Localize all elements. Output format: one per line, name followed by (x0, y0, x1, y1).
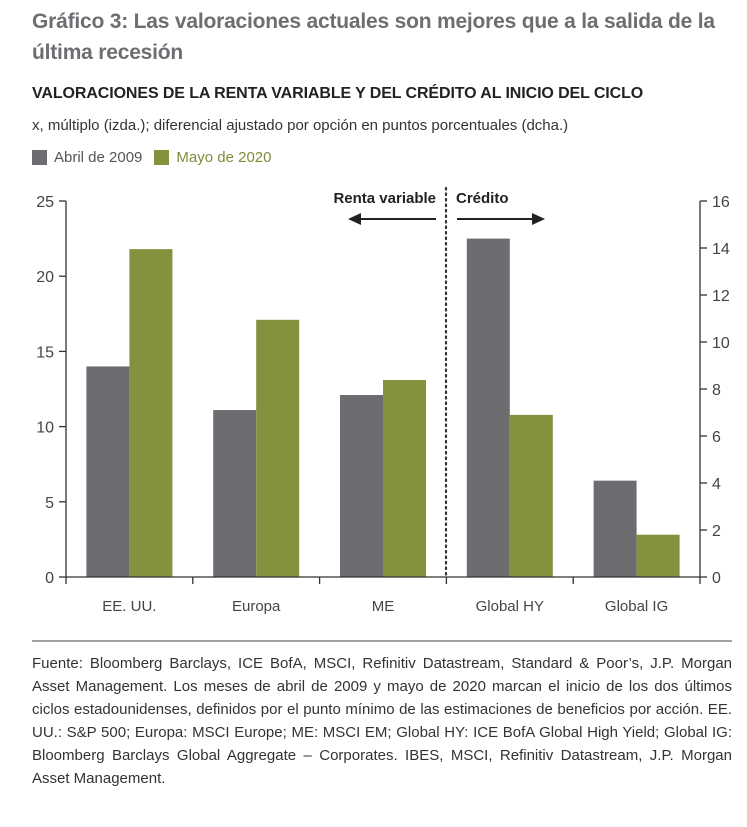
bar-2009 (593, 480, 637, 577)
x-axis: EE. UU. Europa ME Global HY Global IG (65, 576, 701, 615)
category-label: EE. UU. (102, 598, 156, 615)
legend-swatch-2009 (32, 150, 47, 165)
left-tick-label: 15 (36, 344, 54, 361)
chart-subtitle: VALORACIONES DE LA RENTA VARIABLE Y DEL … (32, 85, 644, 102)
bar-2020 (256, 319, 300, 577)
bar-2020 (383, 379, 426, 577)
bar-chart: 0 5 10 15 20 25 0 2 4 6 8 10 12 14 16 EE. UU. Europa ME… (36, 186, 730, 615)
right-axis: 0 2 4 6 8 10 12 14 16 (699, 194, 730, 587)
section-annotations: Renta variable Crédito (333, 186, 545, 579)
legend-item-2009: Abril de 2009 (32, 149, 142, 166)
source-note: Fuente: Bloomberg Barclays, ICE BofA, MS… (32, 655, 732, 787)
category-label: Global IG (605, 598, 668, 615)
left-axis: 0 5 10 15 20 25 (36, 194, 67, 587)
right-tick-label: 8 (712, 382, 721, 399)
left-tick-label: 10 (36, 420, 54, 437)
right-tick-label: 14 (712, 241, 730, 258)
legend-swatch-2020 (154, 150, 170, 165)
legend-item-2020: Mayo de 2020 (154, 149, 271, 166)
legend: Abril de 2009 Mayo de 2020 (32, 149, 283, 166)
bar-2009 (213, 410, 257, 577)
bar-2020 (509, 414, 553, 577)
right-tick-label: 6 (712, 429, 721, 446)
right-tick-label: 12 (712, 288, 730, 305)
bar-2009 (86, 366, 130, 577)
bar-2009 (466, 238, 510, 577)
category-label: Global HY (476, 598, 544, 615)
left-tick-label: 0 (45, 570, 54, 587)
arrow-right-icon (457, 213, 545, 225)
left-tick-label: 25 (36, 194, 54, 211)
category-label: ME (372, 598, 395, 615)
section-label-equity: Renta variable (333, 190, 436, 207)
category-label: Europa (232, 598, 281, 615)
bars (86, 238, 680, 577)
bar-2020 (129, 249, 173, 577)
right-tick-label: 4 (712, 476, 721, 493)
right-tick-label: 0 (712, 570, 721, 587)
footer-divider (32, 640, 732, 642)
chart-title: Gráfico 3: Las valoraciones actuales son… (32, 10, 715, 64)
legend-label-2020: Mayo de 2020 (176, 149, 272, 166)
bar-2020 (636, 534, 680, 577)
bar-2009 (340, 395, 383, 577)
right-tick-label: 16 (712, 194, 730, 211)
left-tick-label: 20 (36, 269, 54, 286)
section-label-credit: Crédito (456, 190, 509, 207)
units-label: x, múltiplo (izda.); diferencial ajustad… (32, 117, 569, 134)
right-tick-label: 10 (712, 335, 730, 352)
right-tick-label: 2 (712, 523, 721, 540)
legend-label-2009: Abril de 2009 (54, 149, 143, 166)
left-tick-label: 5 (45, 495, 54, 512)
arrow-left-icon (348, 213, 436, 225)
